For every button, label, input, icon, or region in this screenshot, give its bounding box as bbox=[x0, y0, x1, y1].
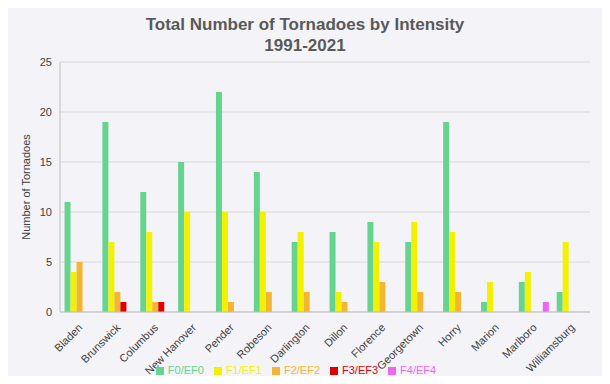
svg-text:Bladen: Bladen bbox=[52, 321, 85, 354]
svg-text:5: 5 bbox=[46, 256, 52, 268]
svg-text:Robeson: Robeson bbox=[234, 321, 274, 361]
svg-text:20: 20 bbox=[40, 106, 52, 118]
svg-text:Darlington: Darlington bbox=[268, 321, 312, 365]
svg-text:Georgetown: Georgetown bbox=[374, 321, 425, 372]
svg-text:Florence: Florence bbox=[349, 321, 388, 360]
svg-text:Dillon: Dillon bbox=[322, 321, 350, 349]
svg-text:Number of Tornadoes: Number of Tornadoes bbox=[20, 134, 32, 240]
svg-text:25: 25 bbox=[40, 56, 52, 68]
svg-text:New Hanover: New Hanover bbox=[143, 321, 199, 376]
svg-text:10: 10 bbox=[40, 206, 52, 218]
svg-text:Brunswick: Brunswick bbox=[79, 321, 123, 365]
svg-text:Horry: Horry bbox=[436, 321, 464, 349]
svg-text:15: 15 bbox=[40, 156, 52, 168]
svg-text:0: 0 bbox=[46, 306, 52, 318]
svg-text:Marlboro: Marlboro bbox=[500, 321, 539, 360]
svg-text:Marion: Marion bbox=[469, 321, 501, 353]
svg-text:Williamsburg: Williamsburg bbox=[524, 321, 577, 374]
svg-text:Pender: Pender bbox=[202, 321, 236, 355]
